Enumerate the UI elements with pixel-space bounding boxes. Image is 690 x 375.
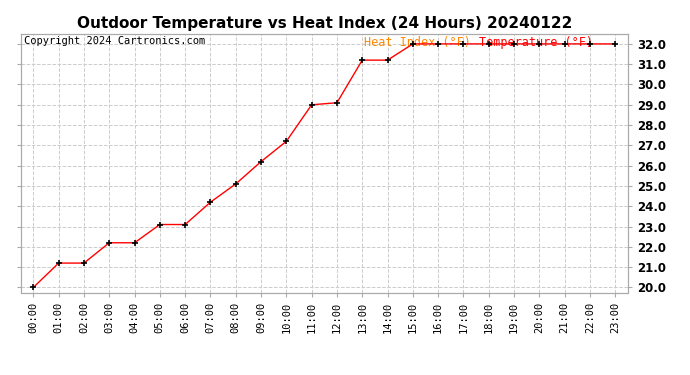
Text: Copyright 2024 Cartronics.com: Copyright 2024 Cartronics.com (23, 36, 205, 46)
Title: Outdoor Temperature vs Heat Index (24 Hours) 20240122: Outdoor Temperature vs Heat Index (24 Ho… (77, 16, 572, 31)
Text: Heat Index (°F): Heat Index (°F) (364, 36, 471, 50)
Text: Temperature (°F): Temperature (°F) (479, 36, 593, 50)
